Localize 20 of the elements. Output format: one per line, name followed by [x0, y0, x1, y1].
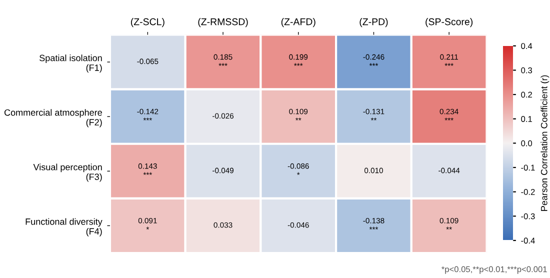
y-tick-label: Functional diversity (F4) — [26, 218, 102, 236]
x-tick-label: (Z-SCL) — [130, 18, 164, 28]
color-bar-label: 0.0 — [521, 140, 532, 146]
y-tick-label: Commercial atmosphere (F2) — [4, 109, 102, 128]
x-tick-label: (Z-AFD) — [281, 18, 316, 28]
color-bar-label: -0.4 — [521, 238, 535, 244]
y-tick-label: Spatial isolation (F1) — [40, 54, 102, 73]
color-bar-label: -0.3 — [521, 213, 535, 220]
color-bar-label: -0.2 — [521, 189, 535, 195]
x-tick-label: (SP-Score) — [426, 18, 473, 28]
color-bar-label: 0.3 — [521, 67, 532, 74]
y-tick-label: Visual perception (F3) — [33, 164, 102, 182]
color-bar-label: 0.2 — [521, 92, 532, 98]
color-bar-label: 0.1 — [521, 116, 532, 122]
x-tick-label: (Z-RMSSD) — [198, 18, 248, 28]
color-bar-label: -0.1 — [521, 164, 535, 171]
x-tick-label: (Z-PD) — [360, 18, 388, 28]
color-bar-label: 0.4 — [521, 43, 532, 49]
color-bar-title: Pearson Correlation Coefficient (r) — [540, 75, 550, 211]
text: *p<0.05,**p<0.01,***p<0.001 — [442, 266, 547, 274]
